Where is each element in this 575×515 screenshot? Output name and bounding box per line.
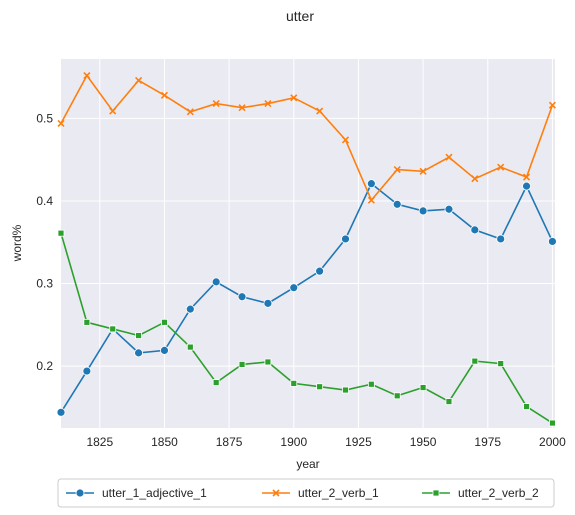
legend-marker (432, 489, 440, 497)
data-point (419, 167, 427, 175)
data-point (315, 266, 325, 276)
series-utter_2_verb_1 (57, 71, 556, 204)
data-point (341, 136, 350, 144)
data-point (83, 71, 91, 80)
y-tick-label: 0.5 (36, 111, 53, 125)
legend-item: utter_2_verb_2 (422, 486, 539, 500)
data-point (82, 366, 92, 376)
data-point (393, 392, 401, 400)
data-point (109, 325, 117, 333)
data-point (549, 419, 556, 427)
data-point (185, 304, 195, 314)
data-point (212, 379, 220, 386)
data-point (366, 179, 376, 189)
data-point (316, 107, 324, 115)
data-point (522, 181, 531, 191)
data-point (186, 108, 194, 116)
x-tick-label: 2000 (539, 435, 566, 449)
series-line (60, 74, 554, 202)
data-point (109, 107, 117, 115)
data-point (548, 101, 556, 109)
data-point (470, 225, 480, 235)
data-point (160, 346, 169, 355)
data-point (367, 380, 375, 388)
data-point (56, 407, 66, 417)
legend-box (57, 478, 555, 508)
data-point (290, 380, 298, 387)
legend: utter_1_adjective_1 utter_2_verb_1 utter_2… (57, 478, 555, 508)
x-axis-ticks: 1825 1850 1875 1900 1925 1950 1975 2000 (86, 435, 566, 449)
legend-marker (75, 488, 85, 498)
data-point (342, 386, 349, 394)
data-point (523, 403, 530, 410)
x-tick-label: 1850 (151, 435, 178, 449)
legend-marker (272, 489, 280, 497)
data-point (444, 204, 454, 214)
legend-label: utter_2_verb_1 (298, 486, 379, 500)
data-point (445, 153, 453, 161)
x-tick-label: 1875 (216, 435, 243, 449)
data-point (264, 100, 272, 108)
data-point (57, 119, 65, 127)
legend-label: utter_2_verb_2 (458, 486, 539, 500)
y-tick-label: 0.4 (36, 194, 53, 208)
legend-item: utter_1_adjective_1 (66, 486, 207, 500)
data-point (548, 237, 557, 246)
legend-item: utter_2_verb_1 (262, 486, 379, 500)
series-line (60, 232, 553, 424)
plot-area (61, 59, 555, 428)
series-utter_2_verb_2 (57, 229, 556, 427)
x-tick-label: 1900 (280, 435, 307, 449)
data-point (392, 199, 402, 209)
y-axis-ticks: 0.2 0.3 0.4 0.5 (36, 111, 53, 373)
data-point (237, 292, 247, 302)
data-point (316, 383, 324, 391)
x-tick-label: 1975 (474, 435, 501, 449)
data-point (238, 104, 246, 112)
chart-title: utter (286, 8, 314, 24)
x-tick-label: 1950 (410, 435, 437, 449)
data-point (290, 94, 298, 102)
data-point (83, 318, 91, 326)
x-axis-label: year (296, 457, 319, 471)
series-utter_1_adjective_1 (56, 179, 557, 417)
y-axis-label: word% (10, 224, 24, 262)
data-point (496, 234, 506, 244)
data-point (445, 398, 453, 405)
data-point (238, 361, 246, 368)
data-point (135, 332, 142, 339)
data-point (211, 277, 221, 287)
data-point (186, 343, 194, 351)
data-point (471, 357, 479, 365)
data-point (419, 384, 427, 391)
data-point (57, 229, 65, 237)
data-point (497, 360, 505, 368)
data-point (367, 196, 375, 204)
data-point (393, 166, 401, 174)
data-point (134, 348, 143, 358)
x-tick-label: 1825 (86, 435, 113, 449)
data-point (471, 175, 479, 183)
data-point (160, 91, 169, 99)
data-point (161, 318, 168, 326)
grid-lines (61, 59, 555, 428)
legend-label: utter_1_adjective_1 (102, 486, 207, 500)
data-point (264, 358, 272, 366)
data-point (263, 298, 273, 308)
y-tick-label: 0.2 (36, 359, 53, 373)
data-point (418, 206, 428, 216)
data-point (341, 234, 350, 244)
data-point (289, 283, 299, 293)
x-tick-label: 1925 (345, 435, 372, 449)
y-tick-label: 0.3 (36, 277, 53, 291)
data-point (497, 163, 505, 171)
series-layer (56, 71, 557, 427)
data-point (135, 76, 143, 85)
data-point (522, 173, 531, 181)
data-point (212, 100, 220, 108)
